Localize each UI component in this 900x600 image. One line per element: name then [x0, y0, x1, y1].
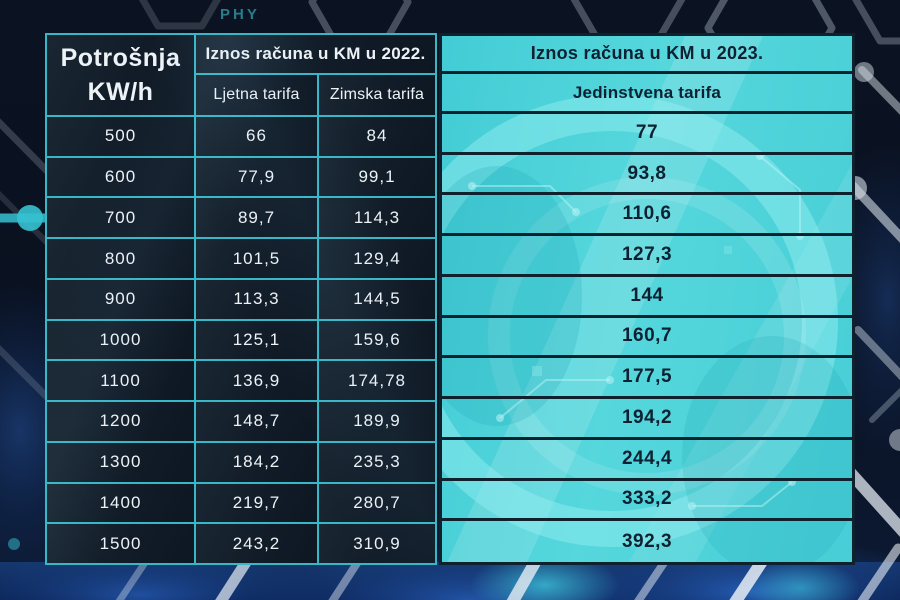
- kwh-header-line2: KW/h: [87, 78, 154, 106]
- ljetna-2022-cell: 243,2: [196, 524, 317, 563]
- ljetna-2022-cell: 125,1: [196, 320, 317, 360]
- bill-2022-group-header: Iznos računa u KM u 2022.: [196, 35, 435, 73]
- tariff-table-2022-grid: Potrošnja KW/h Iznos računa u KM u 2022.…: [47, 35, 435, 563]
- kwh-cell: 1400: [47, 483, 194, 523]
- jedinstvena-2023-cell: 77: [442, 114, 852, 155]
- jedinstvena-2023-cell: 127,3: [442, 236, 852, 277]
- zimska-2022-cell: 159,6: [319, 320, 435, 360]
- kwh-column-header: Potrošnja KW/h: [47, 35, 194, 115]
- kwh-cell: 1500: [47, 524, 194, 563]
- ljetna-tarifa-header: Ljetna tarifa: [196, 75, 317, 115]
- jedinstvena-2023-cell: 144: [442, 277, 852, 318]
- ljetna-2022-cell: 136,9: [196, 361, 317, 401]
- zimska-2022-cell: 310,9: [319, 524, 435, 563]
- jedinstvena-2023-cell: 392,3: [621, 530, 673, 552]
- ljetna-2022-cell: 101,5: [196, 239, 317, 278]
- jedinstvena-2023-cell: 194,2: [442, 399, 852, 440]
- ljetna-2022-cell: 89,7: [196, 198, 317, 238]
- jedinstvena-2023-cell: 244,4: [442, 440, 852, 481]
- kwh-cell: 1000: [47, 320, 194, 360]
- kwh-cell: 1200: [47, 402, 194, 441]
- zimska-2022-cell: 174,78: [319, 361, 435, 401]
- background-watermark-text: PHY: [220, 6, 260, 23]
- kwh-cell: 800: [47, 239, 194, 278]
- kwh-cell: 600: [47, 157, 194, 197]
- zimska-2022-cell: 114,3: [319, 198, 435, 238]
- tariff-table-2023-grid: Iznos računa u KM u 2023. Jedinstvena ta…: [442, 36, 852, 562]
- zimska-2022-cell: 189,9: [319, 402, 435, 441]
- zimska-2022-cell: 129,4: [319, 239, 435, 278]
- tariff-table-2023: Iznos računa u KM u 2023. Jedinstvena ta…: [439, 33, 855, 565]
- zimska-2022-cell: 84: [319, 117, 435, 156]
- zimska-2022-cell: 280,7: [319, 483, 435, 523]
- ljetna-2022-cell: 113,3: [196, 279, 317, 319]
- kwh-cell: 900: [47, 279, 194, 319]
- jedinstvena-tarifa-header: Jedinstvena tarifa: [442, 74, 852, 114]
- ljetna-2022-cell: 148,7: [196, 402, 317, 441]
- zimska-tarifa-header: Zimska tarifa: [319, 75, 435, 115]
- zimska-2022-cell: 235,3: [319, 442, 435, 482]
- kwh-cell: 1100: [47, 361, 194, 401]
- jedinstvena-2023-cell: 177,5: [442, 358, 852, 400]
- kwh-cell: 500: [47, 117, 194, 156]
- kwh-cell: 1300: [47, 442, 194, 482]
- ljetna-2022-cell: 66: [196, 117, 317, 156]
- zimska-2022-cell: 99,1: [319, 157, 435, 197]
- jedinstvena-2023-cell: 110,6: [442, 195, 852, 237]
- jedinstvena-2023-cell: 93,8: [442, 155, 852, 196]
- ljetna-2022-cell: 184,2: [196, 442, 317, 482]
- bill-2023-group-header: Iznos računa u KM u 2023.: [442, 36, 852, 74]
- ljetna-2022-cell: 77,9: [196, 157, 317, 197]
- kwh-cell: 700: [47, 198, 194, 238]
- jedinstvena-2023-cell: 160,7: [442, 318, 852, 359]
- tariff-table-2022: Potrošnja KW/h Iznos računa u KM u 2022.…: [45, 33, 437, 565]
- zimska-2022-cell: 144,5: [319, 279, 435, 319]
- ljetna-2022-cell: 219,7: [196, 483, 317, 523]
- jedinstvena-2023-cell: 333,2: [442, 481, 852, 522]
- kwh-header-line1: Potrošnja: [60, 44, 181, 72]
